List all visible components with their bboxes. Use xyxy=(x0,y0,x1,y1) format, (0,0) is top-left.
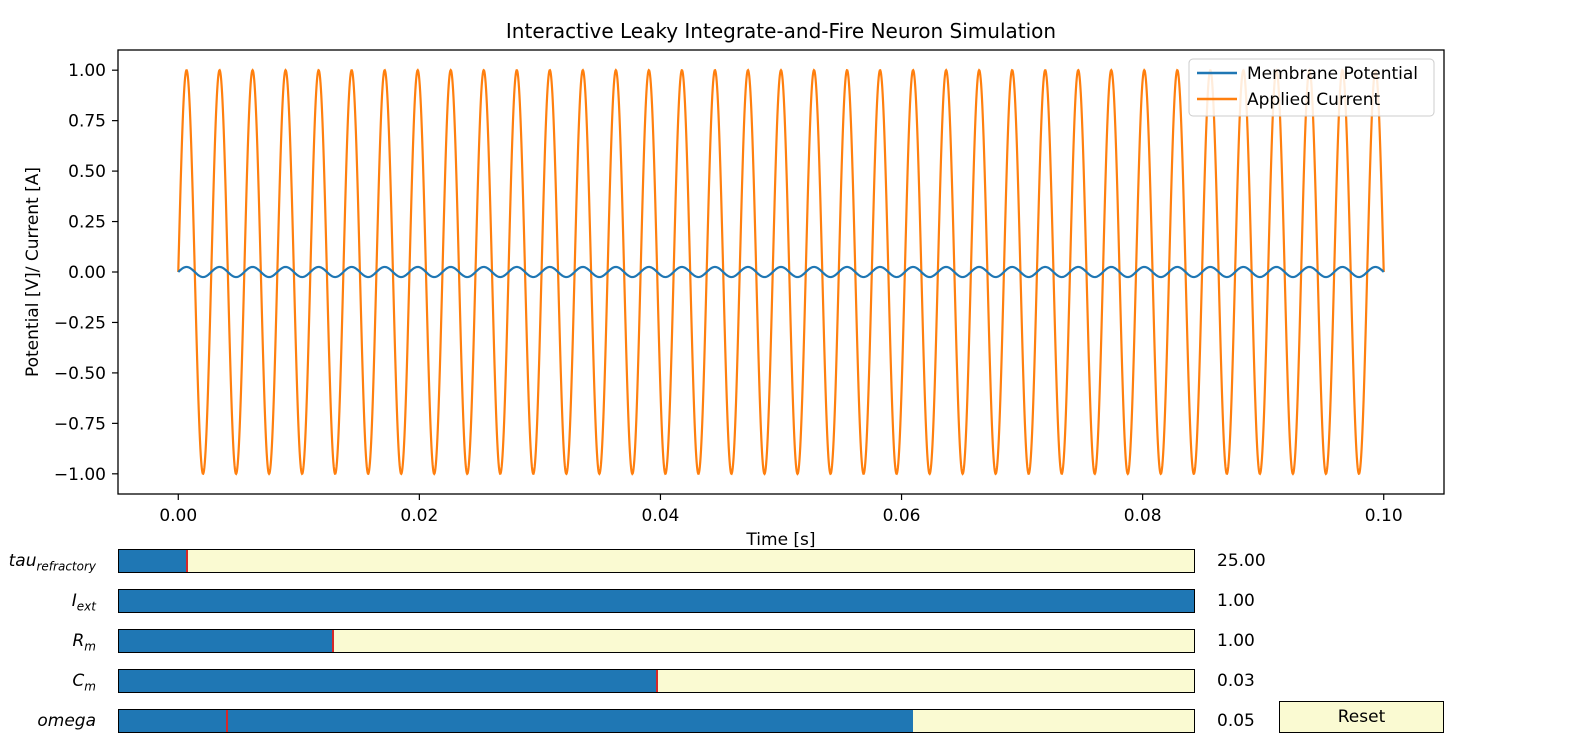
slider-label-cm: Cm xyxy=(72,671,96,694)
slider-initial-marker xyxy=(331,630,334,652)
slider-value-omega: 0.05 xyxy=(1217,711,1255,731)
y-axis-label: Potential [V]/ Current [A] xyxy=(23,167,43,377)
slider-label-omega: omega xyxy=(37,711,96,731)
chart-title: Interactive Leaky Integrate-and-Fire Neu… xyxy=(506,19,1056,43)
x-tick-label: 0.08 xyxy=(1124,506,1162,526)
y-tick-label: −1.00 xyxy=(54,465,106,485)
slider-label-tau: taurefractory xyxy=(8,551,96,574)
x-tick-label: 0.00 xyxy=(159,506,197,526)
plot-frame xyxy=(117,49,1445,495)
slider-initial-marker xyxy=(655,670,658,692)
y-tick-label: 0.75 xyxy=(68,112,106,132)
legend-label: Applied Current xyxy=(1247,90,1380,110)
slider-fill xyxy=(119,630,333,652)
slider-value-tau: 25.00 xyxy=(1217,551,1266,571)
x-axis-label: Time [s] xyxy=(745,530,815,550)
slider-omega[interactable] xyxy=(118,709,1195,733)
x-tick-label: 0.02 xyxy=(400,506,438,526)
chart: Interactive Leaky Integrate-and-Fire Neu… xyxy=(23,19,1445,550)
slider-rm[interactable] xyxy=(118,629,1195,653)
slider-row-rm: Rm 1.00 xyxy=(0,629,1586,655)
y-tick-label: 0.50 xyxy=(68,162,106,182)
slider-tau[interactable] xyxy=(118,549,1195,573)
y-tick-label: 0.00 xyxy=(68,263,106,283)
slider-fill xyxy=(119,670,657,692)
y-tick-label: −0.25 xyxy=(54,313,106,333)
slider-cm[interactable] xyxy=(118,669,1195,693)
slider-row-tau: taurefractory 25.00 xyxy=(0,549,1586,575)
slider-initial-marker xyxy=(185,550,188,572)
slider-value-cm: 0.03 xyxy=(1217,671,1255,691)
slider-value-rm: 1.00 xyxy=(1217,631,1255,651)
y-tick-label: 0.25 xyxy=(68,213,106,233)
x-tick-label: 0.04 xyxy=(642,506,680,526)
slider-row-omega: omega 0.05 xyxy=(0,709,1586,735)
slider-iext[interactable] xyxy=(118,589,1195,613)
series-line-applied-current xyxy=(177,68,1385,476)
slider-value-iext: 1.00 xyxy=(1217,591,1255,611)
y-tick-label: −0.50 xyxy=(54,364,106,384)
slider-row-iext: Iext 1.00 xyxy=(0,589,1586,615)
legend-label: Membrane Potential xyxy=(1247,64,1418,84)
slider-row-cm: Cm 0.03 xyxy=(0,669,1586,695)
slider-fill xyxy=(119,710,914,732)
reset-button[interactable]: Reset xyxy=(1279,701,1444,733)
x-tick-label: 0.06 xyxy=(883,506,921,526)
legend: Membrane Potential Applied Current xyxy=(1188,58,1435,117)
slider-fill xyxy=(119,590,1194,612)
slider-fill xyxy=(119,550,187,572)
x-tick-label: 0.10 xyxy=(1365,506,1403,526)
slider-initial-marker xyxy=(225,710,228,732)
slider-label-iext: Iext xyxy=(71,591,96,614)
y-tick-label: 1.00 xyxy=(68,61,106,81)
slider-label-rm: Rm xyxy=(72,631,96,654)
series-line-membrane-potential xyxy=(177,265,1385,279)
y-tick-label: −0.75 xyxy=(54,414,106,434)
